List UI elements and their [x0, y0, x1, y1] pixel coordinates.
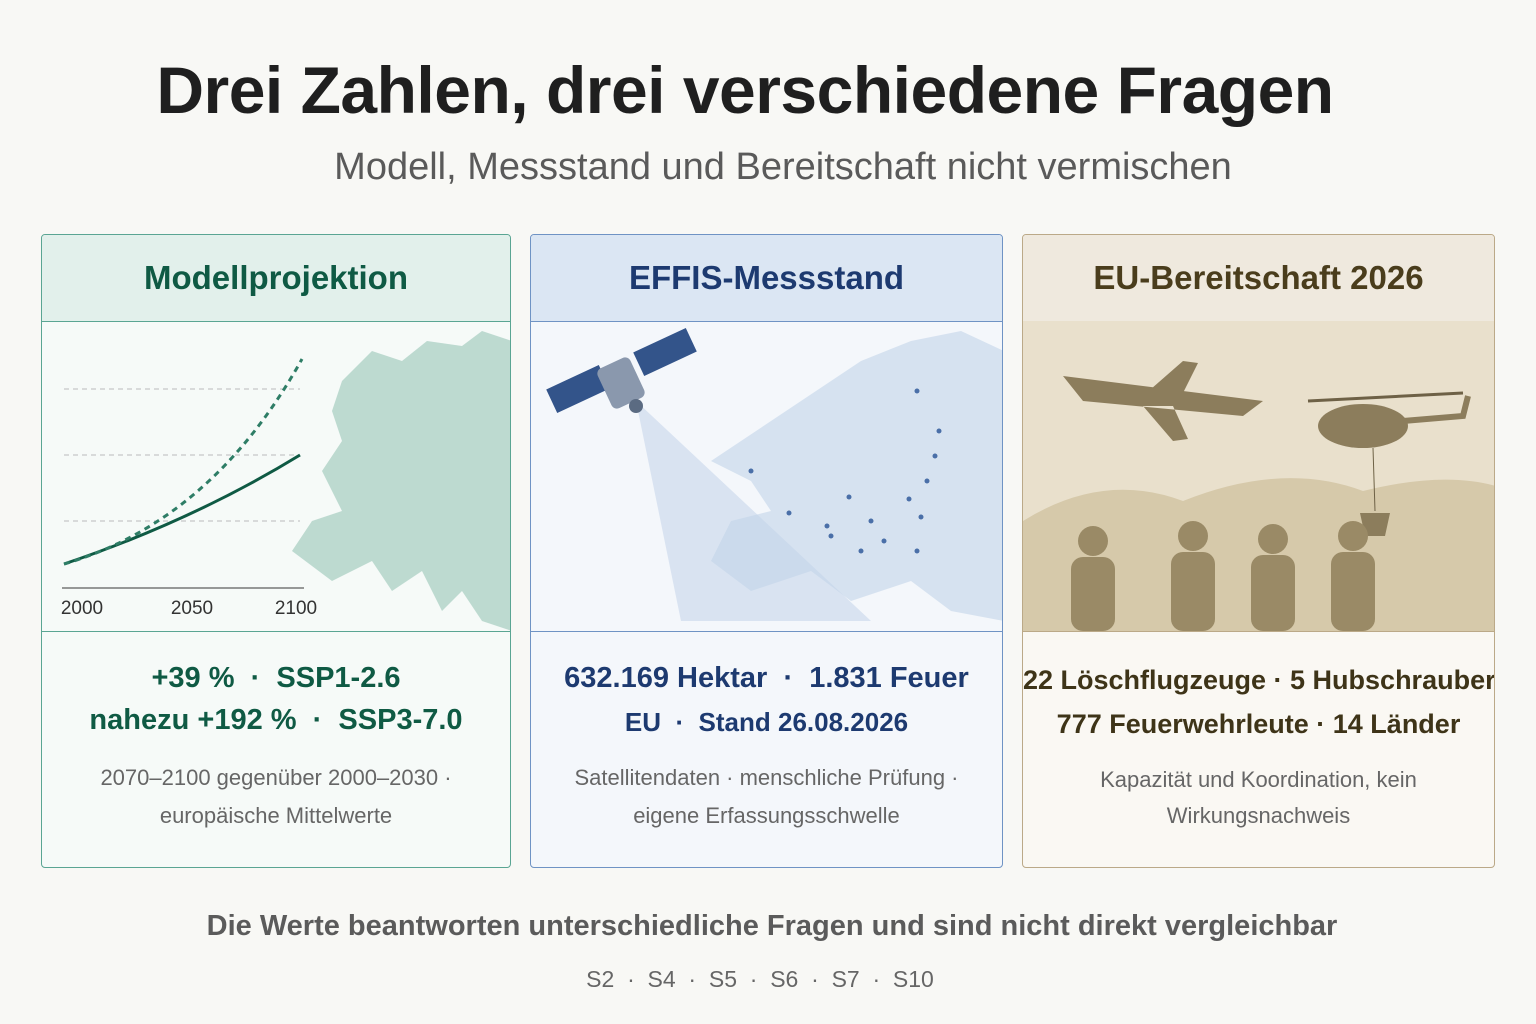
stat-line: nahezu +192 % · SSP3-7.0 [89, 704, 463, 736]
fire-dot [1071, 557, 1115, 631]
cable [1372, 447, 1376, 512]
tail [1402, 395, 1471, 424]
stat-line: +39 % · SSP1-2.6 [151, 662, 401, 694]
note-line: 2070–2100 gegenüber 2000–2030 · [100, 765, 452, 790]
fire-dot [1251, 555, 1295, 631]
note-line: Satellitendaten · menschliche Prüfung · [574, 765, 959, 790]
fire-dot [828, 533, 834, 539]
fire-dot [786, 510, 792, 516]
illustration [42, 321, 510, 632]
stat-line: 22 Löschflugzeuge · 5 Hubschrauber [1023, 665, 1495, 695]
sensor-beam [636, 401, 871, 621]
europe-map [292, 331, 510, 631]
stat-line: 632.169 Hektar · 1.831 Feuer [564, 662, 969, 694]
fire-dot [932, 453, 938, 459]
satellite-illustration [546, 327, 1002, 621]
rotor [1307, 391, 1464, 403]
card-title: EFFIS-Messstand [531, 235, 1002, 322]
fire-dot [868, 518, 874, 524]
note-line: Kapazität und Koordination, kein [1100, 767, 1417, 792]
bucket [1360, 513, 1390, 536]
sensor [629, 399, 643, 413]
solar-panel [546, 364, 610, 414]
airplane [1063, 361, 1263, 441]
helicopter [1318, 404, 1408, 448]
fire-dot [918, 514, 924, 520]
page-title: Drei Zahlen, drei verschiedene Fragen [156, 53, 1334, 127]
fire-dot [1258, 524, 1288, 554]
fire-dot [914, 548, 920, 554]
card: EU-Bereitschaft 2026 22 Löschflugzeuge ·… [1022, 234, 1495, 868]
card-title: EU-Bereitschaft 2026 [1023, 235, 1494, 322]
note-line: eigene Erfassungsschwelle [633, 803, 900, 828]
sources: S2 · S4 · S5 · S6 · S7 · S10 [586, 966, 934, 992]
fire-dot [914, 388, 920, 394]
fire-dot [824, 523, 830, 529]
fire-dot [748, 468, 754, 474]
page-subtitle: Modell, Messstand und Bereitschaft nicht… [334, 146, 1232, 188]
card-title: Modellprojektion [42, 235, 510, 322]
footer-note: Die Werte beantworten unterschiedliche F… [206, 910, 1338, 942]
fire-dot [1331, 552, 1375, 631]
fire-dot [858, 548, 864, 554]
x-tick-label: 2000 [61, 598, 103, 619]
card: EFFIS-Messstand 632.169 Hektar · 1.831 F… [530, 234, 1003, 868]
stat-line: 777 Feuerwehrleute · 14 Länder [1056, 709, 1461, 739]
projection-illustration: 2000 2050 2100 [61, 331, 510, 631]
satellite-body [597, 357, 645, 409]
x-tick-label: 2100 [275, 598, 317, 619]
fire-dot [936, 428, 942, 434]
readiness-illustration [1023, 361, 1494, 631]
illustration [531, 321, 1002, 632]
fire-dot [906, 496, 912, 502]
fire-dot [1171, 552, 1215, 631]
x-tick-label: 2050 [171, 598, 213, 619]
fire-dot [924, 478, 930, 484]
projection-curve-high [63, 358, 304, 566]
fire-dot [881, 538, 887, 544]
card: Modellprojektion 2000 2050 2100 +39 % · … [41, 234, 511, 868]
fire-dot [1338, 521, 1368, 551]
fire-dots [748, 388, 942, 554]
projection-curve [63, 453, 301, 566]
solar-panel [633, 327, 697, 377]
note-line: europäische Mittelwerte [159, 803, 393, 828]
fire-dot [1178, 521, 1208, 551]
firefighters [1071, 521, 1375, 631]
stat-line: EU · Stand 26.08.2026 [624, 707, 909, 737]
fire-dot [1078, 526, 1108, 556]
fire-dot [846, 494, 852, 500]
note-line: Wirkungsnachweis [1166, 803, 1351, 828]
